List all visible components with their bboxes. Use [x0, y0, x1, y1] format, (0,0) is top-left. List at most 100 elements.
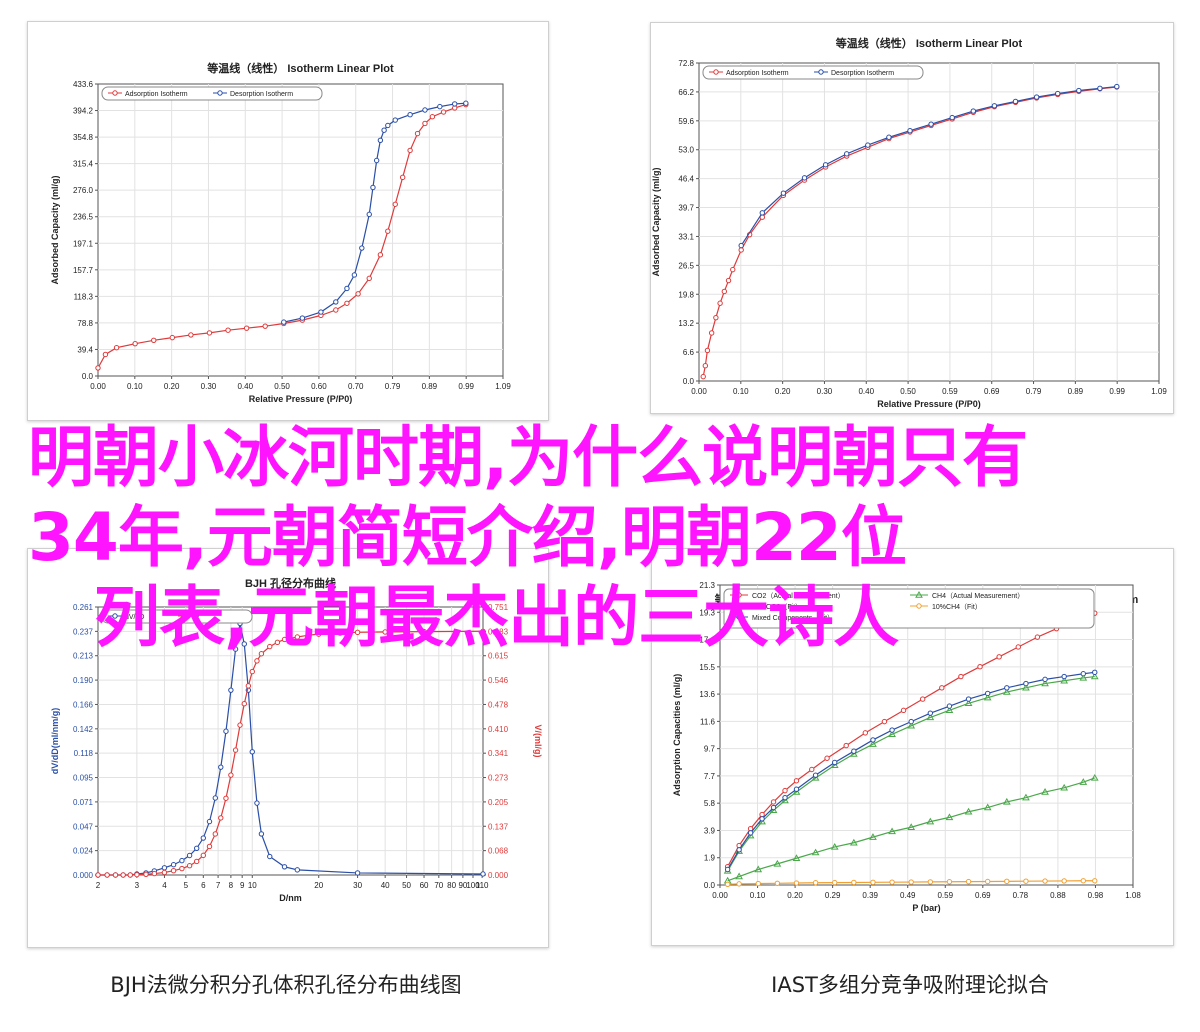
data-point	[977, 663, 983, 670]
data-point	[984, 878, 991, 885]
data-point	[206, 330, 213, 336]
data-point	[700, 373, 706, 380]
y2-tick-label: 0.000	[488, 871, 509, 880]
data-point	[245, 683, 252, 689]
data-point	[414, 130, 421, 137]
y-axis-label: Adsorbed Capacity (ml/g)	[50, 175, 60, 284]
data-point	[392, 201, 398, 207]
data-point	[1092, 878, 1098, 884]
y-tick-label: 315.4	[73, 160, 94, 169]
data-point	[830, 842, 839, 850]
data-point	[1023, 878, 1029, 884]
y2-tick-label: 0.273	[488, 774, 509, 783]
x-tick-label: 0.49	[900, 891, 916, 900]
data-point	[274, 639, 281, 646]
data-point	[366, 275, 372, 282]
data-point	[1022, 793, 1030, 801]
data-point	[385, 122, 391, 129]
data-point	[223, 795, 229, 801]
x-tick-label: 0.50	[900, 387, 916, 396]
data-point	[908, 879, 914, 885]
x-tick-label: 0.69	[975, 891, 991, 900]
data-point	[281, 864, 288, 870]
x-tick-label: 6	[201, 881, 206, 890]
data-point	[759, 210, 766, 216]
data-point	[249, 668, 255, 675]
y-tick-label: 78.8	[77, 319, 93, 328]
data-point	[206, 843, 213, 850]
data-point	[889, 879, 895, 885]
y-tick-label: 0.024	[73, 847, 94, 856]
series-1	[281, 100, 469, 325]
y-tick-label: 21.3	[699, 581, 715, 590]
data-point	[237, 722, 243, 728]
series-line	[727, 675, 1095, 872]
data-point	[463, 100, 469, 106]
data-point	[480, 871, 486, 877]
legend-marker	[736, 592, 742, 598]
legend-marker	[112, 90, 118, 96]
x-tick-label: 60	[420, 881, 429, 890]
x-tick-label: 0.59	[942, 387, 958, 396]
x-tick-label: 0.98	[1088, 891, 1104, 900]
x-tick-label: 0.30	[817, 387, 833, 396]
data-point	[188, 332, 194, 338]
data-point	[151, 870, 158, 877]
legend-marker	[217, 90, 223, 96]
y-tick-label: 0.190	[73, 676, 94, 685]
x-tick-label: 9	[240, 881, 245, 890]
data-point	[1060, 676, 1069, 684]
x-tick-label: 0.79	[385, 382, 401, 391]
y2-tick-label: 0.546	[488, 676, 509, 685]
y-tick-label: 46.4	[678, 175, 694, 184]
data-point	[770, 799, 777, 805]
data-point	[241, 641, 247, 647]
data-point	[862, 730, 869, 736]
x-tick-label: 0.10	[733, 387, 749, 396]
data-point	[759, 816, 765, 822]
legend-label: Desorption Isotherm	[831, 70, 894, 77]
legend-marker	[182, 613, 188, 619]
y-tick-label: 9.7	[704, 745, 716, 754]
legend-box	[101, 609, 253, 624]
isotherm-chart-2: 等温线（线性） Isotherm Linear Plot 0.0 6.6 13.2 19…	[651, 36, 1167, 409]
data-point	[849, 838, 858, 846]
data-point	[169, 334, 176, 341]
x-tick-label: 70	[434, 881, 443, 890]
data-point	[143, 871, 149, 877]
data-point	[95, 365, 101, 371]
data-point	[95, 872, 101, 878]
data-point	[708, 330, 715, 336]
data-point	[1042, 878, 1048, 884]
data-point	[1092, 669, 1098, 676]
legend-marker	[916, 603, 922, 609]
data-point	[179, 865, 185, 872]
data-point	[945, 813, 954, 821]
x-tick-label: 10	[248, 881, 257, 890]
x-tick-label: 8	[229, 881, 234, 890]
data-point	[1090, 773, 1099, 781]
y-tick-label: 0.166	[73, 700, 94, 709]
data-point	[793, 786, 800, 792]
y-tick-label: 13.2	[678, 319, 694, 328]
y-tick-label: 26.5	[678, 261, 694, 270]
plot-area	[97, 606, 484, 876]
data-point	[843, 742, 849, 749]
data-point	[844, 151, 850, 157]
y2-tick-label: 0.068	[488, 847, 509, 856]
chart-card-top-right: 等温线（线性） Isotherm Linear Plot 0.0 6.6 13.2 19…	[650, 22, 1174, 414]
data-point	[366, 211, 372, 218]
data-point	[736, 847, 742, 853]
data-point	[991, 103, 998, 109]
x-tick-label: 0.99	[1109, 387, 1125, 396]
data-point	[212, 831, 219, 837]
data-point	[161, 869, 168, 876]
legend-label: Adsorption Isotherm	[726, 70, 789, 77]
legend-label: Adsorption Isotherm	[125, 91, 188, 98]
y-tick-label: 72.8	[678, 59, 694, 68]
data-point	[370, 184, 376, 191]
x-tick-label: 1.09	[495, 382, 511, 391]
x-tick-label: 0.29	[825, 891, 841, 900]
data-point	[851, 879, 857, 886]
data-point	[730, 266, 736, 273]
